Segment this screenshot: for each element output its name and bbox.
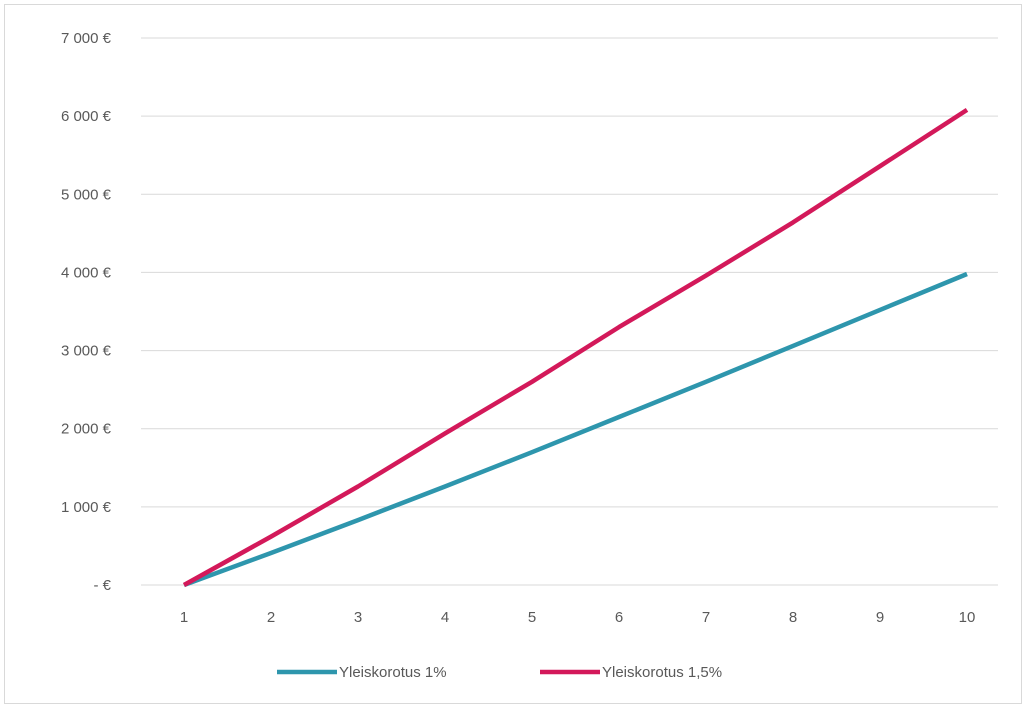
series-line-2 [182,108,969,587]
x-tick-label: 9 [876,609,884,626]
legend-label-2: Yleiskorotus 1,5% [602,664,722,681]
series-lines [182,108,969,588]
series-line-1 [183,271,968,588]
x-tick-label: 4 [441,609,449,626]
x-tick-label: 3 [354,609,362,626]
line-chart: - € 1 000 € 2 000 € 3 000 € 4 000 € 5 000 € 6 … [61,30,998,681]
x-tick-label: 1 [180,609,188,626]
x-tick-label: 8 [789,609,797,626]
y-tick-label: 1 000 € [61,499,112,516]
y-tick-label: - € [93,577,111,594]
y-tick-label: 6 000 € [61,108,112,125]
chart-frame: - € 1 000 € 2 000 € 3 000 € 4 000 € 5 000 € 6 … [4,4,1022,704]
y-tick-label: 3 000 € [61,343,112,360]
y-axis-tick-labels: - € 1 000 € 2 000 € 3 000 € 4 000 € 5 000 € 6 … [61,30,112,594]
y-tick-label: 5 000 € [61,186,112,203]
x-tick-label: 6 [615,609,623,626]
x-tick-label: 2 [267,609,275,626]
legend-label-1: Yleiskorotus 1% [339,664,447,681]
x-tick-label: 10 [959,609,976,626]
x-axis-tick-labels: 1 2 3 4 5 6 7 8 9 10 [180,609,976,626]
y-tick-label: 4 000 € [61,264,112,281]
y-tick-label: 7 000 € [61,30,112,47]
gridlines [141,37,998,586]
x-tick-label: 5 [528,609,536,626]
y-tick-label: 2 000 € [61,421,112,438]
legend: Yleiskorotus 1% Yleiskorotus 1,5% [277,664,722,681]
x-tick-label: 7 [702,609,710,626]
